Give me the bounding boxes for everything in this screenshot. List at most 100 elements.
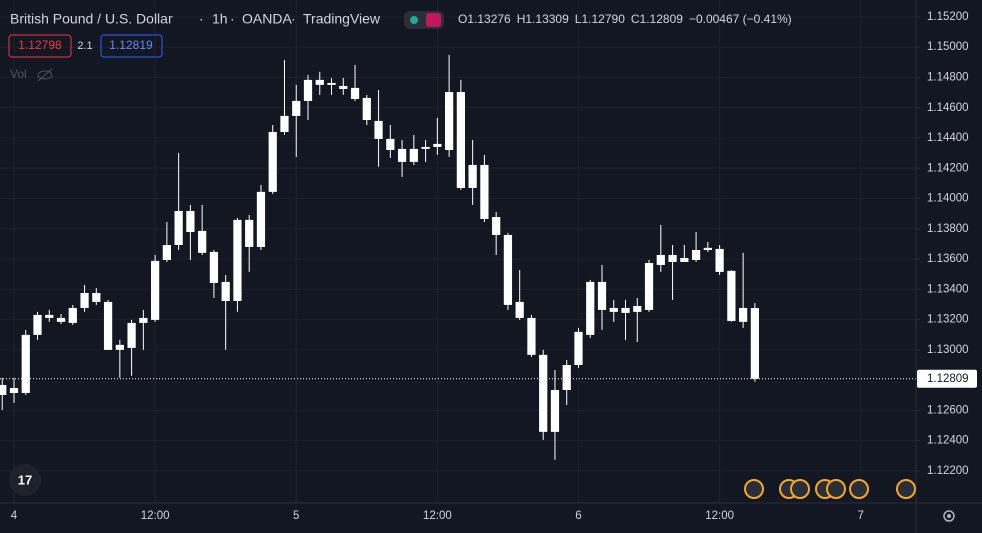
candle-body [186,210,195,232]
candle-body [680,258,689,262]
interval[interactable]: 1h [212,11,228,27]
bid-price[interactable]: 1.12798 [18,38,62,52]
ohlc-value: 1.13309 [525,12,569,26]
x-tick-label: 12:00 [705,510,734,522]
x-tick-label: 6 [575,510,581,522]
svg-text:17: 17 [18,472,32,487]
candle-body [139,317,148,323]
candle-body [597,281,607,310]
economic-events[interactable] [744,479,916,499]
ohlc-value: 1.13276 [467,12,511,26]
x-tick-label: 7 [858,510,864,522]
candle-body [445,92,454,150]
candle-body [256,191,266,247]
ask-price[interactable]: 1.12819 [109,38,153,52]
candle-body [103,301,113,350]
sell-box[interactable] [8,34,72,58]
x-tick-label: 12:00 [141,510,170,522]
candle-body [409,148,418,162]
ohlc-label: H [517,12,526,26]
candle-body [586,281,595,335]
ohlc-value: 1.12809 [640,12,684,26]
candle-body [56,317,66,322]
candle-body [397,148,407,162]
candle-body [80,292,89,308]
candle-body [727,270,736,321]
candle-body [127,322,136,348]
volume-label: Vol [10,67,27,81]
x-tick-label: 4 [11,510,18,522]
y-tick-label: 1.12400 [927,435,969,447]
candle-body [315,79,324,85]
candle-body [562,364,571,390]
symbol-title[interactable]: British Pound / U.S. Dollar [10,11,173,27]
candle-body [644,263,654,310]
candle-body [21,334,30,393]
candle-body [527,317,536,355]
candle-body [162,244,171,260]
y-tick-label: 1.12200 [927,465,969,477]
candle-body [668,254,677,262]
hide-volume-icon[interactable] [37,68,53,82]
candle-body [292,100,301,116]
spread: 2.1 [77,40,92,52]
ohlc-label: C [631,12,640,26]
y-tick-label: 1.13800 [927,223,969,235]
ohlc-label: O [458,12,467,26]
alert-icon[interactable] [426,13,441,27]
candle-body [115,344,124,350]
candle-body [9,387,19,393]
y-tick-label: 1.13400 [927,283,969,295]
market-status-dot [410,16,418,24]
x-tick-label: 5 [293,510,299,522]
candle-body [750,308,760,379]
candle-body [515,301,524,318]
candle-body [303,79,313,101]
tradingview-logo[interactable]: 17 [9,464,41,496]
y-tick-label: 1.12600 [927,404,969,416]
exchange: OANDA [242,11,292,27]
candle-body [209,251,219,283]
candle-body [68,307,77,323]
candle-body [703,247,712,250]
candle-body [151,260,160,320]
candle-body [386,138,395,150]
candle-body [621,307,630,313]
ohlc-header: O1.13276 H1.13309 L1.12790 C1.12809 −0.00467… [458,12,792,26]
y-tick-label: 1.13000 [927,344,969,356]
candle-body [245,219,254,247]
candle-body [33,314,42,335]
candle-body [233,219,242,301]
settings-icon[interactable] [943,510,955,522]
separator: · [291,11,296,27]
candle-body [350,87,360,99]
y-tick-label: 1.15200 [927,11,969,23]
candle-body [739,307,748,322]
y-tick-label: 1.15000 [927,41,969,53]
y-tick-label: 1.13600 [927,253,969,265]
ohlc-label: L [575,12,582,26]
candle-body [480,164,489,219]
candle-body [468,164,477,188]
x-tick-label: 12:00 [423,510,452,522]
candle-body [339,85,348,89]
candle-body [550,389,560,432]
candle-body [503,235,513,305]
candle-body [656,254,665,265]
candle-body [280,115,289,132]
y-tick-label: 1.13200 [927,314,969,326]
candle-body [433,143,442,147]
candle-body [421,146,430,149]
y-tick-label: 1.14400 [927,132,969,144]
candle-body [362,97,371,120]
candle-body [492,216,501,236]
candle-body [198,230,207,253]
ohlc-value: 1.12790 [581,12,625,26]
candle-body [715,248,724,272]
candle-body [174,210,183,245]
buy-box[interactable] [100,34,163,58]
candle-body [374,120,383,139]
candle-body [609,307,618,312]
